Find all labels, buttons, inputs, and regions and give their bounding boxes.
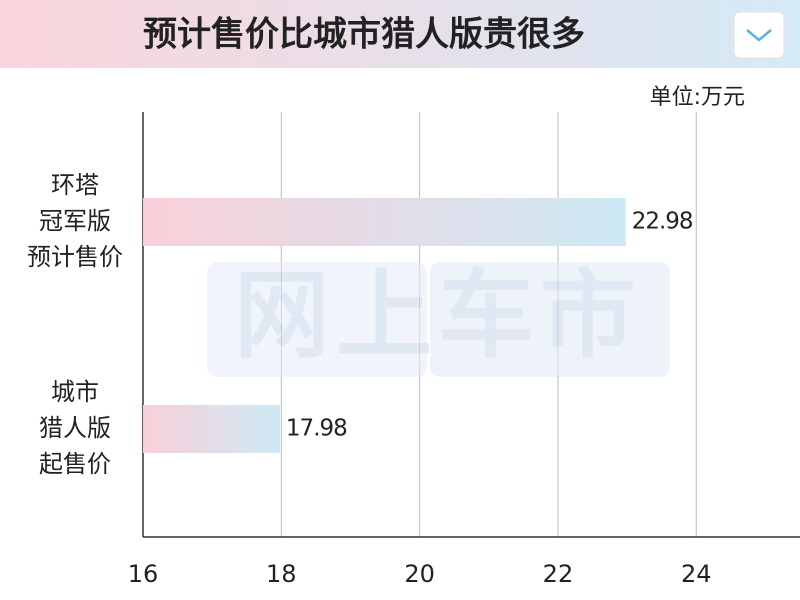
y-tick-label: 环塔 <box>51 171 99 199</box>
y-tick-label: 城市 <box>51 378 99 406</box>
y-tick-label: 起售价 <box>39 450 111 478</box>
x-tick-label: 20 <box>404 560 435 588</box>
x-tick-label: 22 <box>543 560 574 588</box>
dropdown-button[interactable] <box>733 11 785 59</box>
x-tick-label: 16 <box>128 560 159 588</box>
header-band <box>0 0 800 68</box>
bar <box>143 405 280 453</box>
bar <box>143 198 626 246</box>
chart-title: 预计售价比城市猎人版贵很多 <box>143 15 585 55</box>
x-tick-label: 24 <box>681 560 712 588</box>
value-label: 17.98 <box>286 416 347 442</box>
y-tick-label: 冠军版 <box>39 207 111 235</box>
unit-label: 单位:万元 <box>650 85 745 110</box>
watermark-text: 网上车市 <box>234 259 642 371</box>
x-tick-label: 18 <box>266 560 297 588</box>
value-label: 22.98 <box>632 209 693 235</box>
watermark: 网上车市 <box>207 259 670 377</box>
y-tick-label: 猎人版 <box>39 414 111 442</box>
y-tick-label: 预计售价 <box>27 243 123 271</box>
